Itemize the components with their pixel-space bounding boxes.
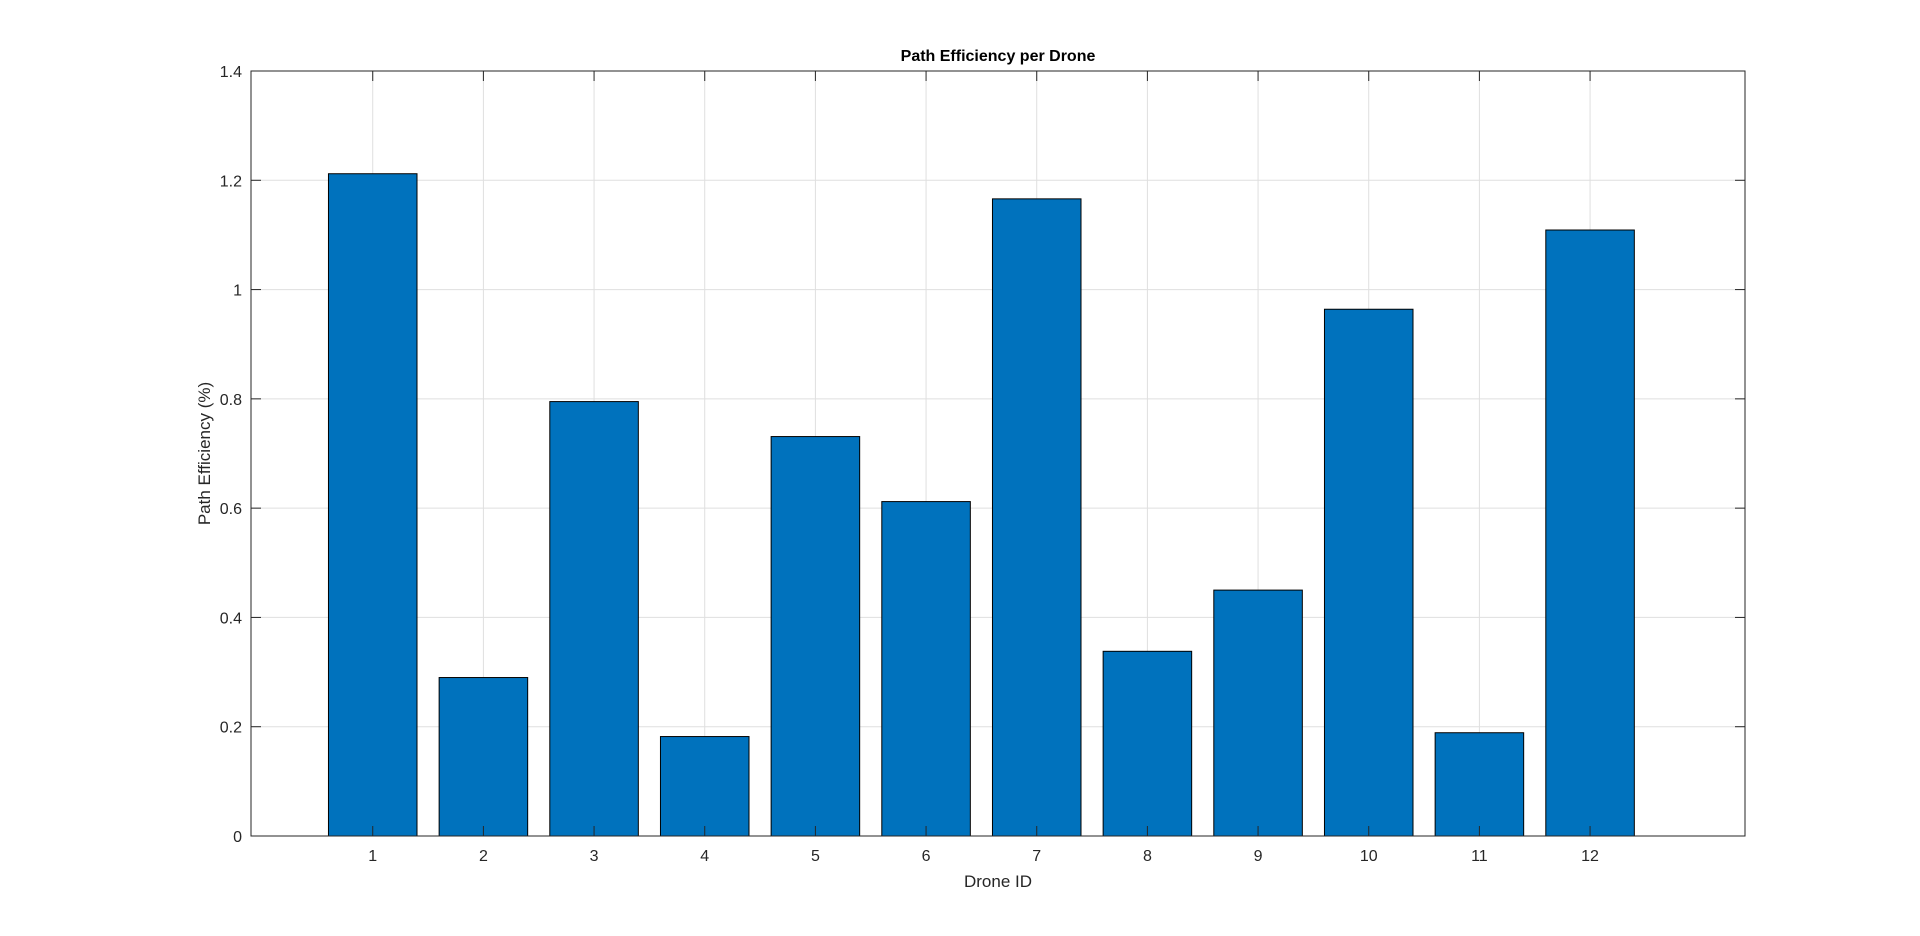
x-tick-label: 5 [811, 848, 820, 865]
y-tick-label: 1.2 [220, 173, 242, 190]
plot-area: 00.20.40.60.811.21.41 2 3 4 5 6 7 8 9 10 11 12 [220, 64, 1746, 865]
axes-box [250, 70, 1746, 837]
x-tick-label: 10 [1360, 848, 1378, 865]
x-tick-label: 7 [1032, 848, 1041, 865]
y-tick-label: 0 [233, 829, 242, 846]
bar-drone-9 [1213, 589, 1303, 837]
bars [327, 173, 1635, 837]
y-axis-label: Path Efficiency (%) [195, 382, 214, 525]
x-tick-label: 2 [479, 848, 488, 865]
x-axis-label: Drone ID [964, 872, 1032, 891]
y-tick-labels: 0 0.2 0.4 0.6 0.8 1 1.2 1.4 [220, 64, 242, 846]
bar-drone-5 [770, 436, 861, 837]
y-tick-label: 1.4 [220, 64, 242, 81]
bar-drone-6 [881, 501, 971, 837]
y-tick-label: 0.4 [220, 610, 242, 627]
x-tick-label: 3 [590, 848, 599, 865]
y-tick-label: 0.6 [220, 501, 242, 518]
x-tick-label: 9 [1254, 848, 1263, 865]
x-tick-label: 6 [922, 848, 931, 865]
bar-drone-10 [1323, 308, 1414, 837]
y-tick-label: 0.8 [220, 392, 242, 409]
chart-title: Path Efficiency per Drone [901, 48, 1096, 65]
tick-marks [251, 70, 1745, 837]
x-tick-label: 4 [700, 848, 709, 865]
x-tick-label: 1 [368, 848, 377, 865]
x-tick-label: 11 [1471, 848, 1488, 865]
bar-drone-8 [1102, 650, 1193, 837]
x-tick-labels: 1 2 3 4 5 6 7 8 9 10 11 12 [368, 848, 1599, 865]
bar-drone-11 [1434, 732, 1525, 837]
x-tick-label: 12 [1581, 848, 1599, 865]
bar-drone-2 [438, 677, 529, 837]
x-tick-label: 8 [1143, 848, 1152, 865]
y-tick-label: 1 [233, 283, 242, 300]
bar-drone-1 [327, 173, 418, 837]
bar-drone-12 [1545, 229, 1635, 837]
bar-drone-3 [549, 401, 639, 837]
bar-drone-4 [659, 736, 750, 837]
y-tick-label: 0.2 [220, 720, 242, 737]
bar-drone-7 [991, 198, 1082, 837]
